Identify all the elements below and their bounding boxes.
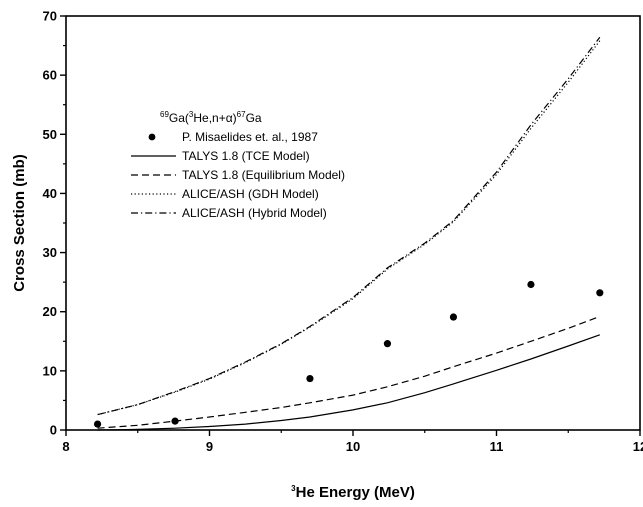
data-point xyxy=(306,374,314,383)
legend-marker xyxy=(148,133,156,141)
x-axis-title: 3He Energy (MeV) xyxy=(291,484,415,501)
data-point xyxy=(383,340,392,348)
y-axis-title: Cross Section (mb) xyxy=(11,154,28,292)
data-point xyxy=(449,313,458,321)
plot-area xyxy=(65,15,641,431)
data-point xyxy=(527,280,535,289)
legend-label: ALICE/ASH (Hybrid Model) xyxy=(182,206,327,220)
y-tick-label: 70 xyxy=(43,9,57,24)
legend: 69Ga(3He,n+α)67Ga P. Misaelides et. al.,… xyxy=(131,110,345,220)
y-tick-label: 10 xyxy=(43,363,57,378)
series-line-dashdot xyxy=(97,36,601,416)
series-line-dashed xyxy=(97,315,601,429)
data-point xyxy=(596,289,604,297)
y-tick-label: 0 xyxy=(50,423,57,438)
legend-items: P. Misaelides et. al., 1987 TALYS 1.8 (TC… xyxy=(131,130,345,220)
x-tick-label: 9 xyxy=(206,439,213,454)
legend-title: 69Ga(3He,n+α)67Ga xyxy=(160,110,262,125)
y-tick-label: 50 xyxy=(43,127,57,142)
series-layer xyxy=(93,36,604,431)
legend-label: TALYS 1.8 (TCE Model) xyxy=(182,149,310,163)
x-axis: 8 9 10 11 12 xyxy=(62,430,643,454)
series-line-dotted xyxy=(97,40,601,416)
y-tick-label: 20 xyxy=(43,304,57,319)
x-tick-label: 8 xyxy=(62,439,69,454)
x-tick-label: 12 xyxy=(633,439,643,454)
y-tick-label: 30 xyxy=(43,245,57,260)
plot-frame xyxy=(65,15,641,431)
data-point xyxy=(93,420,102,428)
legend-label: TALYS 1.8 (Equilibrium Model) xyxy=(182,168,345,182)
legend-label: ALICE/ASH (GDH Model) xyxy=(182,187,319,201)
y-tick-label: 40 xyxy=(43,186,57,201)
x-tick-label: 11 xyxy=(490,439,504,454)
series-line-solid xyxy=(97,334,601,431)
y-axis: 0 10 20 30 40 50 60 70 xyxy=(43,9,66,438)
legend-label: P. Misaelides et. al., 1987 xyxy=(182,130,318,144)
y-tick-label: 60 xyxy=(43,68,57,83)
x-tick-label: 10 xyxy=(346,439,360,454)
